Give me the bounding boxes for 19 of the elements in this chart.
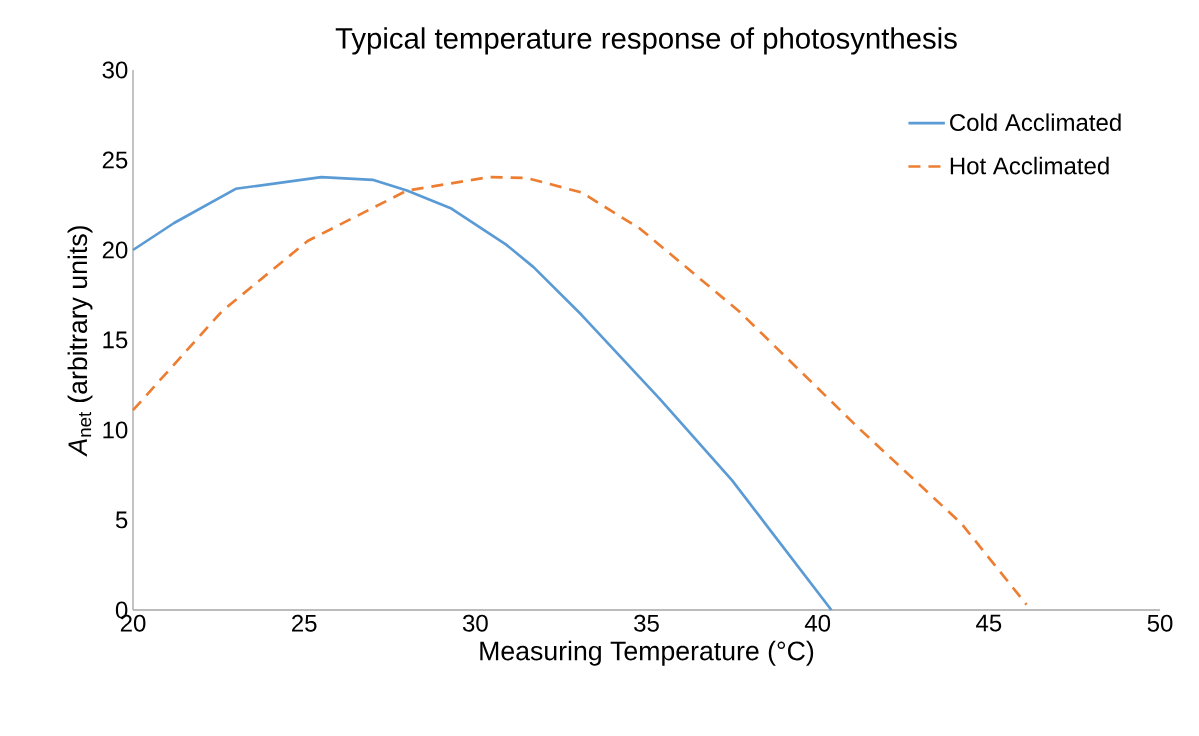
x-tick-label: 40	[804, 614, 831, 632]
y-tick-label: 25	[102, 151, 128, 169]
line-series	[131, 175, 833, 612]
x-tick-label: 50	[1147, 614, 1173, 632]
y-tick-label: 30	[102, 61, 128, 79]
x-tick-label: 45	[976, 614, 1002, 632]
y-tick-label: 15	[103, 331, 128, 349]
x-tick-label: 25	[292, 614, 317, 632]
x-axis-title: Measuring Temperature (°C)	[480, 640, 814, 666]
x-tick-label: 35	[634, 614, 659, 632]
line-series	[131, 175, 1028, 606]
y-axis-title: A$_{net}$ (arbitrary units)	[67, 226, 93, 457]
y-tick-label: 10	[103, 421, 128, 439]
y-tick-label: 20	[102, 241, 128, 259]
y-tick-label: 5	[115, 511, 128, 529]
x-tick-label: 30	[462, 614, 488, 632]
chart-title: Typical temperature response of photosynthesis	[335, 27, 957, 55]
legend-label: Hot Acclimated	[950, 156, 1109, 175]
legend-label: Cold Acclimated	[950, 113, 1121, 132]
